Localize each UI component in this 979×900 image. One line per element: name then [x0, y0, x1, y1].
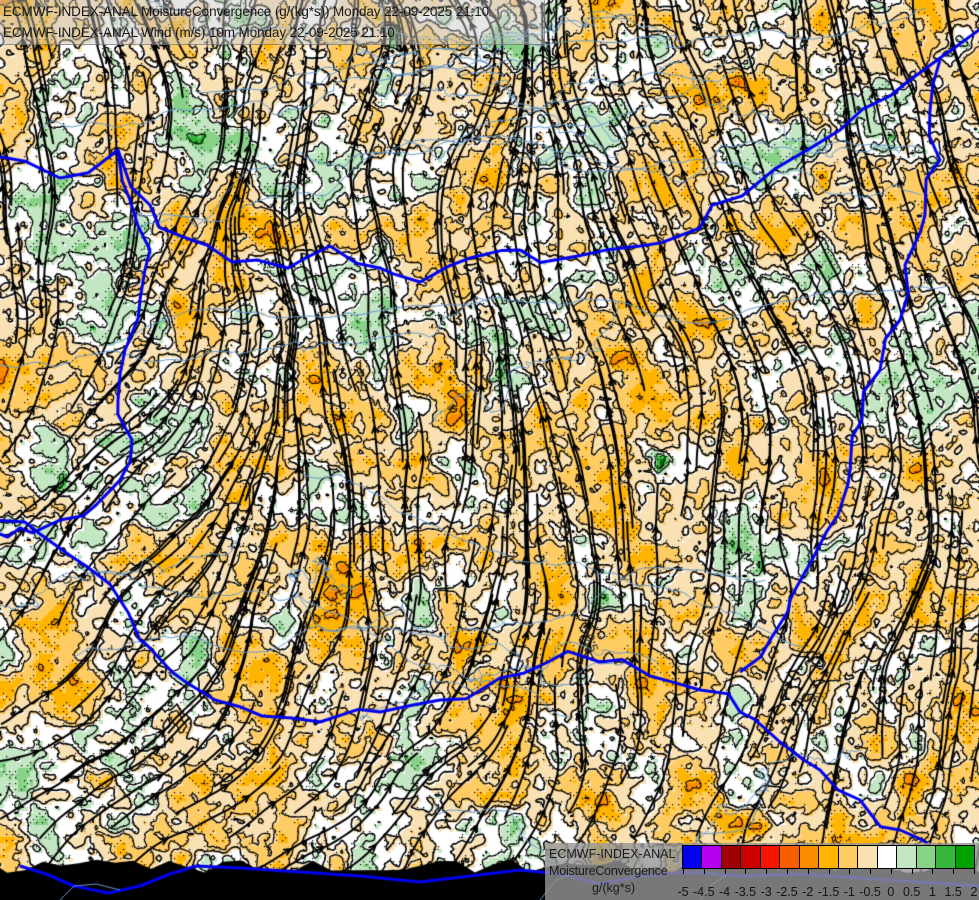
color-legend[interactable]: ECMWF-INDEX-ANAL MoistureConvergence g/(…: [545, 843, 979, 900]
legend-swatch-11: [897, 846, 917, 868]
legend-tick-0: [683, 869, 684, 874]
legend-colorbar[interactable]: -5 -4.5 -4 -3.5 -3 -2.5 -2 -1.5 -1 -0.5 0 0.5 1 1.5 2: [677, 843, 979, 900]
legend-tick-label-8: -1: [843, 885, 855, 899]
legend-tick-label-7: -1.5: [817, 885, 840, 899]
legend-tick-label-2: -4: [719, 885, 731, 899]
legend-units: g/(kg*s): [591, 881, 636, 895]
legend-swatch-14: [955, 846, 975, 868]
legend-tick-13: [953, 869, 955, 874]
legend-tick-labels: -5 -4.5 -4 -3.5 -3 -2.5 -2 -1.5 -1 -0.5 0 0.5 1 1.5 2: [677, 885, 978, 900]
legend-swatch-10: [877, 846, 898, 868]
legend-swatch-5: [780, 846, 800, 868]
legend-tick-3: [745, 869, 747, 874]
legend-tick-marks: [682, 869, 975, 885]
legend-swatch-6: [799, 846, 820, 868]
legend-tick-12: [932, 869, 934, 874]
legend-tick-1: [703, 869, 705, 874]
legend-tick-6: [807, 869, 809, 874]
legend-swatch-row: [682, 845, 975, 869]
legend-tick-label-6: -2: [802, 885, 814, 899]
legend-tick-label-5: -2.5: [776, 885, 798, 899]
legend-tick-label-10: 0: [887, 885, 895, 899]
legend-tick-8: [849, 869, 851, 874]
legend-tick-4: [766, 869, 768, 874]
legend-swatch-13: [936, 846, 956, 868]
legend-tick-label-4: -3: [760, 885, 772, 899]
legend-tick-label-9: -0.5: [859, 885, 881, 899]
legend-tick-label-13: 1.5: [944, 885, 962, 899]
legend-tick-label-11: 0.5: [902, 885, 921, 899]
legend-tick-label-14: 2: [970, 885, 978, 899]
legend-tick-label-1: -4.5: [693, 885, 715, 899]
legend-tick-label-0: -5: [677, 885, 689, 899]
legend-swatch-9: [858, 846, 878, 868]
legend-swatch-1: [702, 846, 722, 868]
legend-swatch-7: [819, 846, 839, 868]
legend-tick-5: [786, 869, 788, 874]
legend-swatch-4: [760, 846, 781, 868]
legend-tick-14: [974, 869, 975, 874]
legend-swatch-12: [916, 846, 937, 868]
map-title-line-wind: ECMWF-INDEX-ANAL Wind (m/s) 10m Monday 2…: [3, 25, 395, 40]
legend-swatch-8: [838, 846, 859, 868]
legend-model-name: ECMWF-INDEX-ANAL: [549, 847, 676, 861]
legend-tick-label-3: -3.5: [734, 885, 757, 899]
legend-tick-2: [724, 869, 726, 874]
legend-swatch-2: [721, 846, 742, 868]
map-title-line-moisture: ECMWF-INDEX-ANAL MoistureConvergence (g/…: [3, 4, 490, 19]
legend-tick-11: [911, 869, 913, 874]
legend-swatch-3: [741, 846, 761, 868]
legend-caption: ECMWF-INDEX-ANAL MoistureConvergence g/(…: [545, 843, 682, 897]
legend-tick-label-12: 1: [928, 885, 936, 899]
legend-tick-7: [828, 869, 830, 874]
legend-tick-10: [890, 869, 892, 874]
legend-field-name: MoistureConvergence: [549, 864, 668, 878]
legend-swatch-0: [683, 846, 703, 868]
legend-tick-9: [870, 869, 872, 874]
map-title-overlay: ECMWF-INDEX-ANAL MoistureConvergence (g/…: [0, 0, 545, 45]
